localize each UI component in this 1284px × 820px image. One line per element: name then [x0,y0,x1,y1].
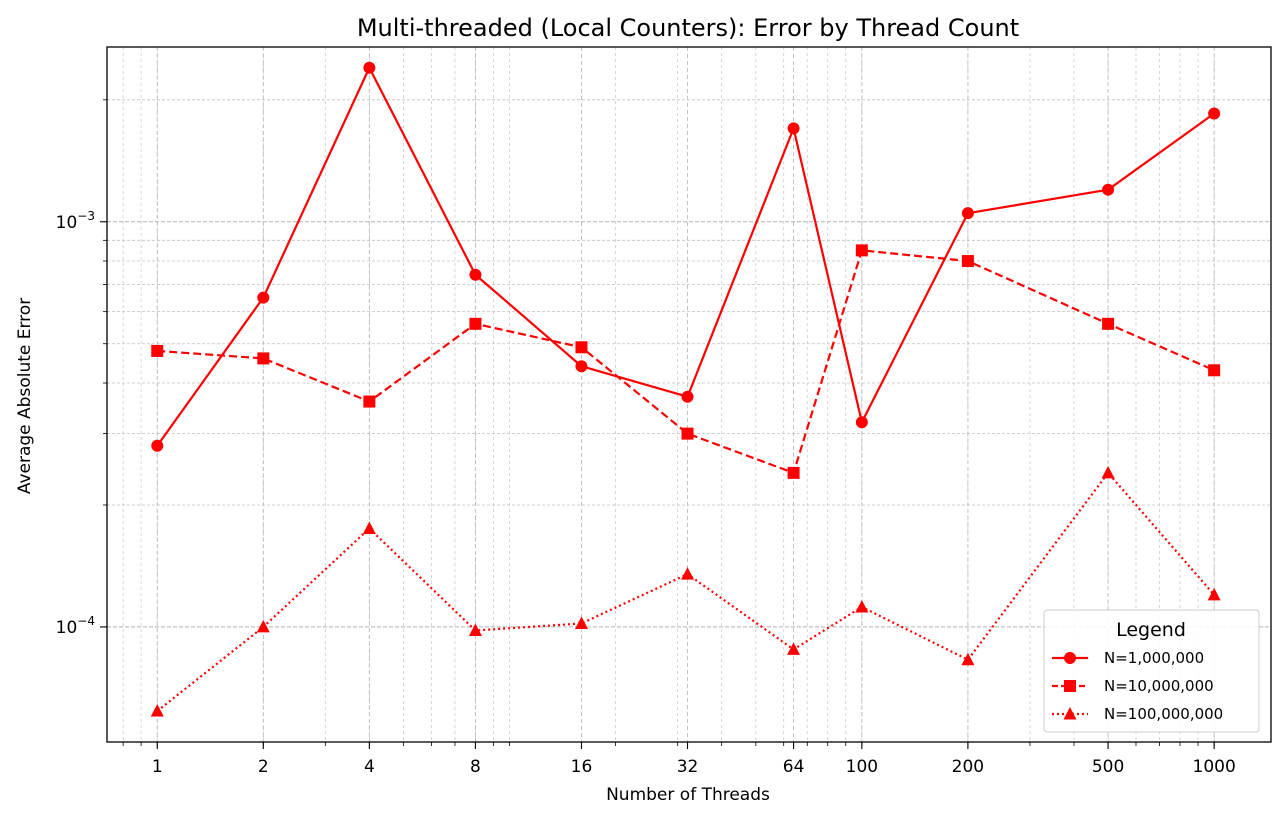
data-point [961,652,975,666]
x-tick-label: 500 [1092,757,1124,777]
data-point [1207,587,1221,601]
data-point [1208,107,1221,120]
y-tick-exponent: −3 [77,209,95,223]
grid-layer [107,47,1271,742]
x-tick-label: 2 [258,757,269,777]
data-point [855,599,869,613]
data-point [150,704,164,717]
x-tick-label: 8 [470,757,481,777]
y-tick-base: 10 [56,213,78,233]
data-point [257,352,270,365]
data-point [257,291,270,304]
legend-label: N=100,000,000 [1104,705,1223,723]
data-point [1102,317,1115,330]
data-point [469,317,482,330]
data-point [575,360,588,373]
data-point [151,344,164,357]
legend-marker [1064,680,1076,692]
x-tick-label: 1 [152,757,163,777]
data-point [855,416,868,429]
y-tick-base: 10 [56,618,78,638]
series-line [157,249,1215,474]
series-3 [150,465,1221,717]
x-tick-label: 100 [846,757,878,777]
series-2 [151,244,1221,479]
legend: Legend N=1,000,000 N=10,000,000 N=100,000,… [1043,609,1260,733]
x-axis-label: Number of Threads [606,785,770,805]
data-point [362,521,376,534]
data-point [961,207,974,220]
x-tick-label: 16 [571,757,593,777]
x-tick-label: 64 [783,757,805,777]
data-point [363,395,376,408]
plot-area-frame [106,46,1272,743]
data-point [1208,364,1221,377]
y-tick-exponent: −4 [77,614,95,628]
data-point [468,623,482,636]
y-tick-label: 10−4 [56,614,95,638]
legend-label: N=1,000,000 [1104,649,1204,667]
legend-entries: N=1,000,000 N=10,000,000 N=100,000,000 [1052,649,1223,723]
data-point [256,619,270,633]
data-point [575,341,588,354]
x-tick-label: 32 [677,757,699,777]
legend-title: Legend [1116,619,1186,641]
series-layer [150,61,1221,717]
y-axis-label: Average Absolute Error [15,298,35,494]
data-point [151,439,164,452]
data-point [469,268,482,281]
data-point [681,567,695,580]
data-point [681,427,694,440]
data-point [1102,183,1115,196]
legend-box [1043,609,1260,733]
series-1 [151,61,1221,452]
data-point [787,642,801,655]
legend-label: N=10,000,000 [1104,677,1214,695]
legend-marker [1064,652,1076,664]
data-point [363,61,376,74]
data-point [681,390,694,403]
data-point [574,616,588,629]
series-line [156,66,1215,447]
chart-title: Multi-threaded (Local Counters): Error b… [357,14,1019,42]
data-point [1101,465,1115,479]
x-tick-label: 1000 [1193,757,1236,777]
x-tick-label: 4 [364,757,375,777]
x-tick-label: 200 [952,757,984,777]
data-point [855,244,868,257]
y-tick-label: 10−3 [56,209,95,233]
legend-marker [1063,707,1077,720]
data-point [787,466,800,479]
data-point [961,255,974,268]
data-point [787,122,800,135]
